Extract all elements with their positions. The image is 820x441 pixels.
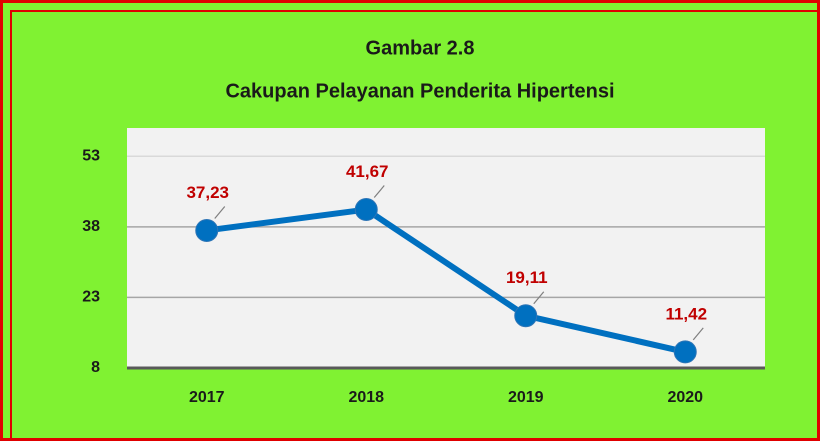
x-tick-label: 2017 [189, 389, 225, 406]
line [206, 206, 686, 355]
leader-line [214, 206, 226, 219]
chart-title: Gambar 2.8 [366, 37, 475, 59]
data-label: 11,42 [665, 304, 707, 323]
data-label: 37,23 [186, 183, 229, 202]
x-tick-label: 2018 [348, 389, 384, 406]
leader-line [373, 185, 385, 198]
data-point [195, 218, 219, 242]
chart-subtitle: Cakupan Pelayanan Penderita Hipertensi [225, 80, 614, 102]
leader-line [692, 327, 704, 341]
plot-area [127, 128, 765, 368]
data-label: 41,67 [346, 162, 389, 181]
y-tick-label: 8 [91, 359, 100, 376]
leader-line [533, 291, 545, 305]
y-tick-label: 53 [82, 147, 100, 164]
data-label: 19,11 [506, 268, 548, 287]
data-point [354, 198, 378, 222]
x-tick-label: 2020 [667, 389, 703, 406]
y-tick-label: 38 [82, 218, 100, 235]
y-tick-label: 23 [82, 289, 100, 306]
data-point [514, 304, 538, 328]
data-point [673, 340, 697, 364]
x-tick-label: 2019 [508, 389, 544, 406]
inner-border [10, 10, 820, 441]
